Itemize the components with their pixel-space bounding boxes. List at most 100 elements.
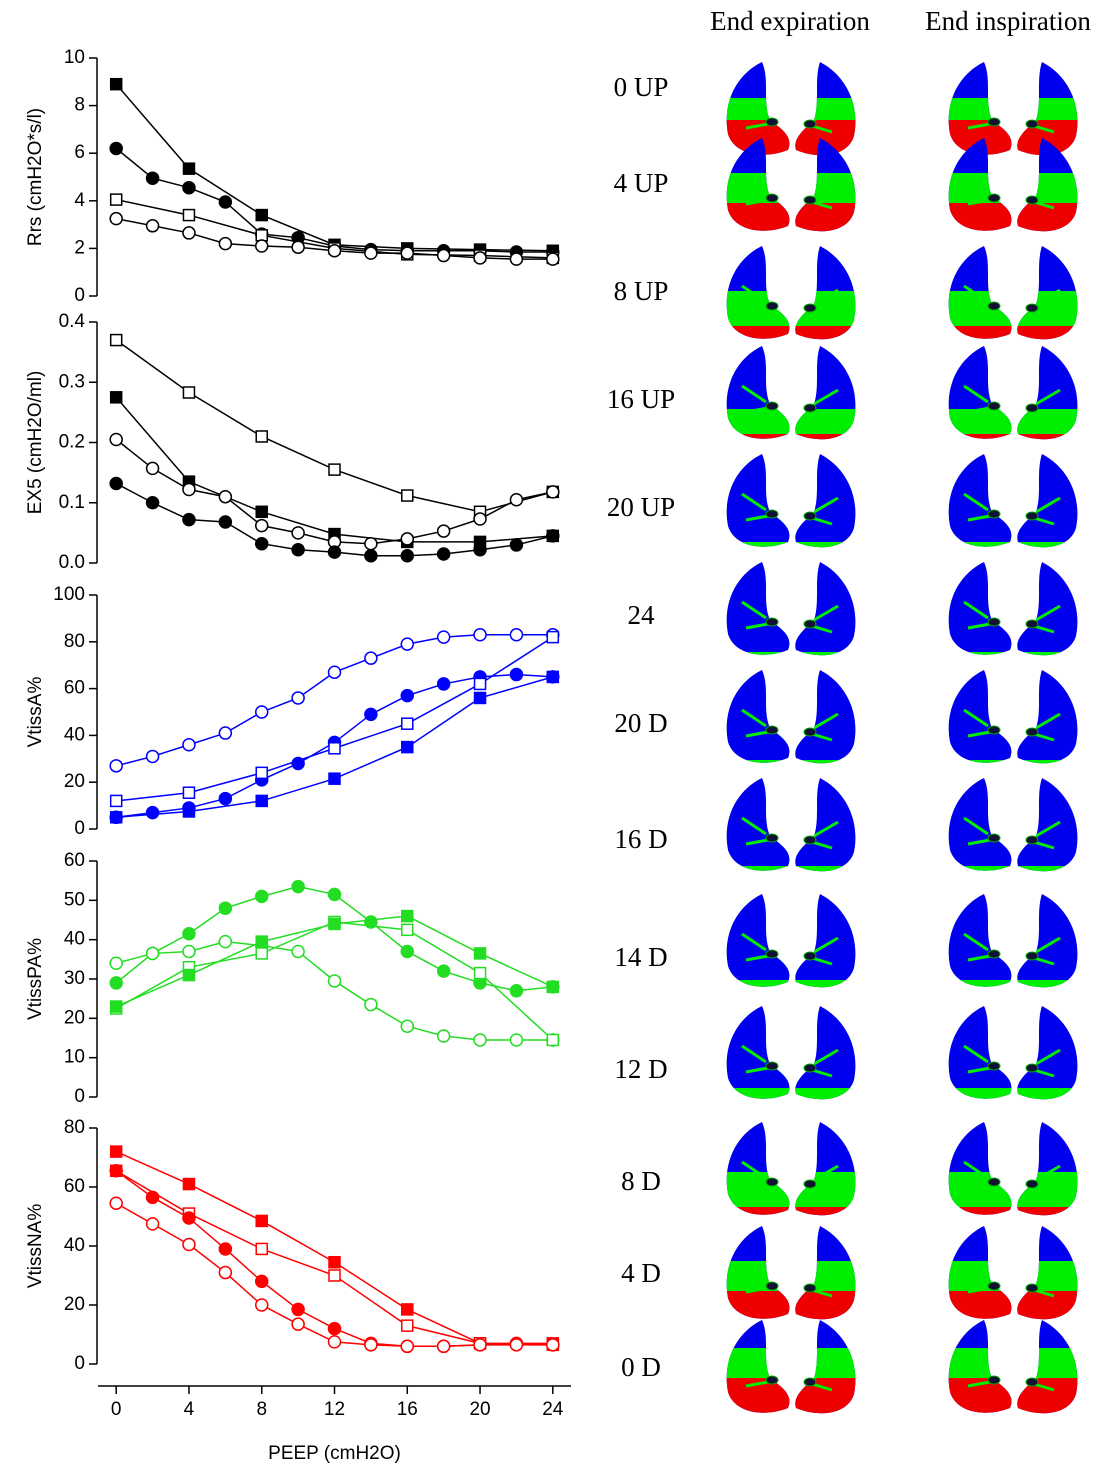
vessel bbox=[803, 1283, 817, 1293]
lung-aerated bbox=[948, 778, 1078, 872]
marker bbox=[255, 1214, 268, 1228]
ct-image bbox=[726, 778, 856, 872]
y-tick-label: 2 bbox=[74, 237, 85, 258]
row-label: 4 D bbox=[621, 1258, 661, 1288]
vessel bbox=[987, 617, 1001, 627]
lung-non bbox=[944, 552, 1084, 554]
series-line bbox=[115, 83, 553, 252]
marker bbox=[400, 549, 415, 563]
marker bbox=[109, 1196, 123, 1210]
marker bbox=[182, 1177, 196, 1191]
x-tick-label: 0 bbox=[111, 1399, 122, 1420]
marker bbox=[546, 670, 560, 684]
vessel bbox=[987, 117, 1001, 127]
marker bbox=[327, 887, 342, 902]
lung-streak bbox=[963, 932, 1061, 966]
ct-image bbox=[948, 346, 1078, 440]
vessel bbox=[765, 725, 779, 735]
marker bbox=[291, 944, 305, 959]
lung-non bbox=[722, 1103, 862, 1106]
lung-poor bbox=[726, 1172, 856, 1207]
lung-streak bbox=[963, 816, 1061, 850]
lung-streak bbox=[741, 932, 839, 966]
marker bbox=[109, 956, 123, 971]
marker bbox=[254, 1298, 269, 1312]
marker bbox=[291, 1317, 305, 1331]
y-tick-label: 40 bbox=[64, 1235, 85, 1256]
vessel bbox=[987, 1061, 1001, 1071]
lung-poor bbox=[948, 409, 1078, 434]
marker bbox=[436, 248, 451, 263]
marker bbox=[400, 1019, 415, 1033]
vessel bbox=[803, 195, 817, 205]
ct-image bbox=[948, 1006, 1078, 1100]
series-line bbox=[115, 1150, 553, 1345]
marker bbox=[291, 240, 305, 254]
lung bbox=[726, 670, 856, 764]
lung-non bbox=[726, 1291, 856, 1320]
lung-aerated bbox=[726, 894, 856, 988]
row-label: 0 UP bbox=[614, 72, 669, 102]
lung-poor bbox=[726, 866, 856, 872]
vessel bbox=[765, 193, 779, 203]
marker bbox=[182, 1211, 196, 1225]
vessel bbox=[987, 401, 1001, 411]
vessel bbox=[765, 949, 779, 959]
ct-image bbox=[948, 1320, 1078, 1414]
vessel bbox=[803, 511, 817, 521]
lung bbox=[948, 1122, 1078, 1216]
column-header: End inspiration bbox=[925, 6, 1091, 36]
vessel bbox=[987, 509, 1001, 519]
y-axis-label: EX5 (cmH2O/ml) bbox=[25, 371, 46, 515]
lung-streak bbox=[963, 176, 1061, 210]
lung-non bbox=[726, 434, 856, 440]
vessel bbox=[987, 949, 1001, 959]
y-tick-label: 20 bbox=[64, 1007, 85, 1028]
ct-image bbox=[726, 454, 856, 548]
lung-aerated bbox=[948, 454, 1078, 548]
marker bbox=[182, 386, 196, 399]
lung-poor bbox=[948, 652, 1078, 656]
marker bbox=[473, 691, 487, 705]
lung-non bbox=[722, 660, 862, 662]
row-label: 20 D bbox=[614, 708, 667, 738]
lung bbox=[948, 62, 1078, 156]
ct-image bbox=[726, 894, 856, 988]
x-tick-label: 20 bbox=[469, 1399, 490, 1420]
marker bbox=[400, 688, 415, 703]
marker bbox=[509, 1033, 524, 1047]
marker bbox=[218, 489, 233, 504]
y-tick-label: 60 bbox=[64, 1176, 85, 1197]
marker bbox=[109, 1145, 123, 1158]
ct-image bbox=[948, 1226, 1078, 1320]
lung-streak bbox=[963, 1160, 1061, 1194]
y-tick-label: 0 bbox=[74, 1353, 85, 1374]
lung-streak bbox=[741, 1264, 839, 1298]
vessel bbox=[803, 951, 817, 961]
lung-non bbox=[944, 768, 1084, 770]
marker bbox=[255, 208, 268, 222]
marker bbox=[109, 333, 123, 347]
marker bbox=[328, 917, 341, 931]
lung-streak bbox=[963, 600, 1061, 634]
row-label: 24 bbox=[628, 600, 656, 630]
marker bbox=[109, 77, 123, 91]
marker bbox=[400, 637, 415, 651]
marker bbox=[509, 667, 524, 682]
marker bbox=[327, 1321, 342, 1336]
marker bbox=[109, 193, 123, 206]
lung-poor bbox=[948, 1172, 1078, 1207]
vessel bbox=[765, 301, 779, 311]
row-label: 12 D bbox=[614, 1054, 667, 1084]
marker bbox=[364, 997, 378, 1012]
lung bbox=[726, 246, 856, 340]
ct-image bbox=[726, 246, 856, 340]
marker bbox=[255, 430, 268, 443]
marker bbox=[254, 889, 269, 904]
marker bbox=[109, 976, 123, 990]
lung bbox=[948, 246, 1078, 340]
marker bbox=[182, 1237, 196, 1252]
lung bbox=[722, 562, 862, 662]
marker bbox=[546, 630, 560, 644]
marker bbox=[509, 252, 524, 266]
